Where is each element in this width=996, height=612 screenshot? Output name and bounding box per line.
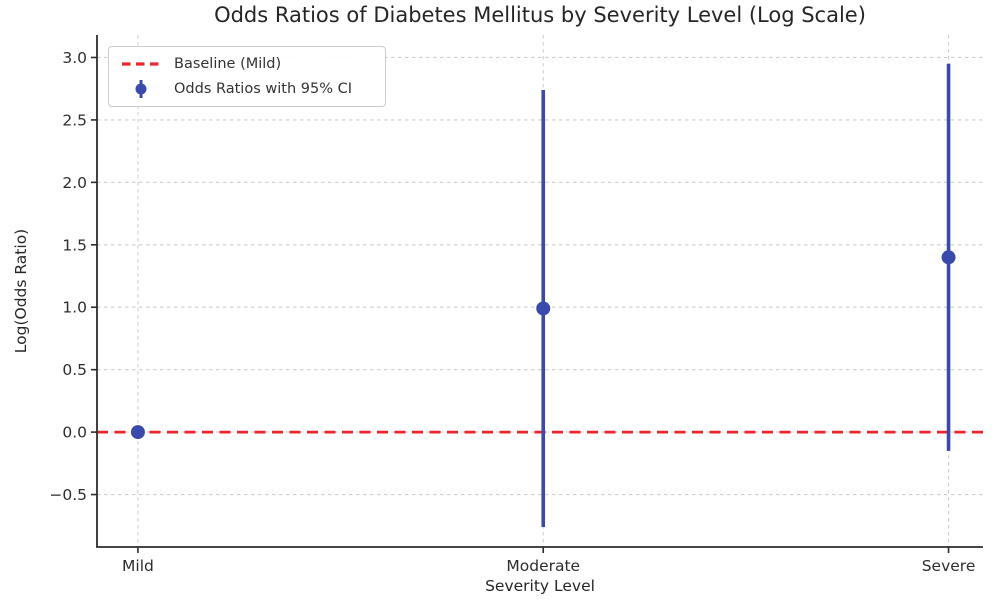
legend: Baseline (Mild) Odds Ratios with 95% CI	[108, 46, 386, 107]
legend-label: Baseline (Mild)	[174, 56, 282, 73]
errorbar-point-icon	[135, 79, 147, 98]
data-point-severe	[941, 250, 956, 265]
x-tick-label: Severe	[922, 557, 976, 575]
x-tick-label: Moderate	[506, 557, 580, 575]
x-axis-label: Severity Level	[485, 577, 595, 595]
data-point-mild	[130, 425, 145, 440]
y-tick-label: 2.5	[62, 111, 87, 129]
chart-title: Odds Ratios of Diabetes Mellitus by Seve…	[214, 3, 866, 27]
x-tick-label: Mild	[122, 557, 154, 575]
baseline-dash-icon	[122, 62, 160, 66]
y-tick-label: −0.5	[49, 486, 87, 504]
y-tick-label: 1.5	[62, 236, 87, 254]
legend-label: Odds Ratios with 95% CI	[174, 80, 352, 97]
data-point-moderate	[536, 301, 551, 316]
legend-item-baseline: Baseline (Mild)	[119, 52, 375, 76]
legend-item-odds-ratios: Odds Ratios with 95% CI	[119, 77, 375, 101]
y-tick-label: 0.0	[62, 424, 87, 442]
y-tick-label: 3.0	[62, 49, 87, 67]
y-tick-label: 1.0	[62, 299, 87, 317]
y-tick-label: 0.5	[62, 361, 87, 379]
y-tick-label: 2.0	[62, 174, 87, 192]
